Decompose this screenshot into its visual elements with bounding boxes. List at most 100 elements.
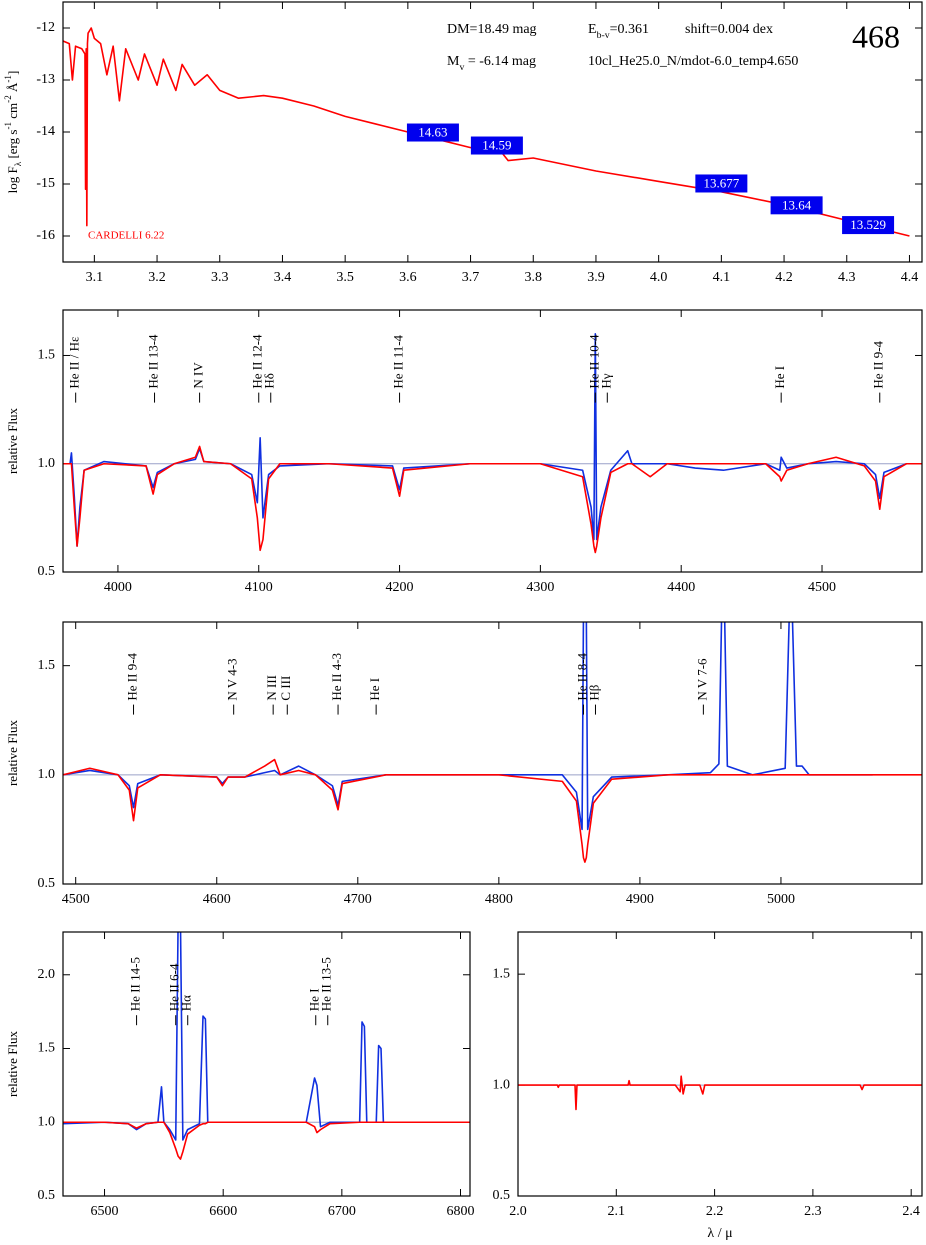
y-axis-label: relative Flux — [5, 1030, 20, 1097]
x-tick-label: 4100 — [245, 580, 273, 595]
x-tick-label: 3.4 — [274, 270, 292, 285]
x-tick-label: 2.0 — [509, 1204, 527, 1219]
label-part: M — [447, 54, 460, 69]
x-tick-label: 4800 — [485, 892, 513, 907]
y-tick-label: 0.5 — [493, 1188, 511, 1203]
x-tick-label: 6800 — [447, 1204, 475, 1219]
line-label: He II 6-4 — [167, 963, 182, 1011]
line-label: He I — [367, 678, 382, 701]
y-tick-label: -14 — [36, 124, 55, 139]
panel: 6500 6600 6700 6800 0.5 1.0 1.5 2.0 He II 14-5 He… — [5, 931, 475, 1219]
photometry-label: 13.64 — [782, 197, 812, 212]
label-part: -2 — [3, 95, 13, 103]
line-label: N IV — [191, 362, 206, 389]
x-tick-label: 6600 — [209, 1204, 237, 1219]
x-tick-label: 4.4 — [901, 270, 919, 285]
x-tick-label: 4.1 — [713, 270, 731, 285]
line-label: Hβ — [586, 684, 601, 700]
x-tick-label: 3.3 — [211, 270, 229, 285]
x-tick-label: 4400 — [667, 580, 695, 595]
label-part: [erg s — [5, 130, 20, 162]
photometry-box — [695, 174, 748, 193]
x-tick-label: 6700 — [328, 1204, 356, 1219]
x-tick-label: 4.0 — [650, 270, 668, 285]
panel: 4500 4600 4700 4800 4900 5000 0.5 1.0 1.5 He II 9… — [5, 621, 923, 907]
annotation: Eb-v=0.361 — [588, 22, 649, 41]
x-tick-label: 3.5 — [336, 270, 354, 285]
line-label: N III — [264, 675, 279, 701]
x-tick-label: 4200 — [386, 580, 414, 595]
x-tick-label: 4300 — [526, 580, 554, 595]
x-tick-label: 6500 — [91, 1204, 119, 1219]
frame — [62, 1, 923, 263]
line-label: He I — [772, 366, 787, 389]
y-tick-label: 1.5 — [493, 966, 511, 981]
spectrum — [63, 1121, 470, 1160]
line-label: He II 11-4 — [391, 334, 406, 388]
x-tick-label: 3.1 — [86, 270, 104, 285]
x-tick-label: 2.4 — [902, 1204, 920, 1219]
annotation: CARDELLI 6.22 — [88, 230, 164, 242]
y-tick-label: 1.5 — [38, 1041, 56, 1056]
annotation: shift=0.004 dex — [685, 22, 773, 37]
label-part: Å — [5, 82, 20, 95]
line-label: He II 9-4 — [871, 340, 886, 388]
x-tick-label: 4600 — [203, 892, 231, 907]
frame — [62, 931, 471, 1197]
label-part: b-v — [597, 30, 610, 41]
y-tick-label: 1.0 — [493, 1077, 511, 1092]
line-label: He II 9-4 — [125, 652, 140, 700]
label-part: log F — [5, 166, 20, 193]
label-part: -1 — [3, 122, 13, 130]
line-label: He II 12-4 — [250, 334, 265, 389]
spectrum — [518, 1075, 922, 1111]
frame — [62, 621, 923, 885]
spectrum — [63, 333, 907, 547]
label-part: λ — [13, 161, 23, 166]
photometry-label: 14.63 — [418, 125, 447, 140]
line-label: He II 8-4 — [574, 652, 589, 700]
y-tick-label: 1.0 — [38, 767, 56, 782]
spectrum — [63, 445, 922, 554]
x-tick-label: 3.2 — [148, 270, 166, 285]
y-tick-label: -16 — [36, 228, 55, 243]
y-axis-label: relative Flux — [5, 407, 20, 474]
line-label: He II 10-4 — [586, 334, 601, 389]
panel: 2.0 2.1 2.2 2.3 2.4 0.5 1.0 1.5 λ / μ — [493, 931, 923, 1241]
x-tick-label: 4.3 — [838, 270, 856, 285]
photometry-box — [406, 123, 459, 142]
line-label: Hγ — [598, 373, 613, 388]
spectrum — [63, 622, 873, 831]
x-tick-label: 2.1 — [608, 1204, 626, 1219]
line-label: C III — [278, 676, 293, 701]
photometry-box — [842, 216, 895, 235]
label-part: v — [459, 62, 464, 73]
line-label: Hα — [179, 995, 194, 1011]
photometry-box — [470, 136, 523, 155]
x-tick-label: 3.8 — [525, 270, 543, 285]
plot-id: 468 — [852, 18, 900, 54]
line-label: He II 13-4 — [146, 334, 161, 389]
x-tick-label: 2.3 — [804, 1204, 822, 1219]
annotation: Mv = -6.14 mag — [447, 54, 536, 73]
photometry-label: 14.59 — [482, 138, 511, 153]
photometry-label: 13.677 — [703, 175, 739, 190]
spectrum — [63, 27, 910, 237]
x-tick-label: 4700 — [344, 892, 372, 907]
y-tick-label: 1.5 — [38, 658, 56, 673]
panel: 3.1 3.2 3.3 3.4 3.5 3.6 3.7 3.8 3.9 4.0 4.1 4.2 4.3 4… — [3, 1, 923, 285]
x-tick-label: 4500 — [808, 580, 836, 595]
label-part: E — [588, 22, 597, 37]
y-tick-label: 2.0 — [38, 967, 56, 982]
y-tick-label: -15 — [36, 176, 55, 191]
y-tick-label: 1.5 — [38, 348, 56, 363]
frame — [517, 931, 923, 1197]
line-label: He II / Hε — [67, 336, 82, 389]
annotation: DM=18.49 mag — [447, 22, 537, 37]
label-part: = -6.14 mag — [464, 54, 536, 69]
y-tick-label: 0.5 — [38, 876, 56, 891]
x-tick-label: 2.2 — [706, 1204, 724, 1219]
line-label: N V 7-6 — [694, 658, 709, 701]
x-tick-label: 3.9 — [587, 270, 605, 285]
